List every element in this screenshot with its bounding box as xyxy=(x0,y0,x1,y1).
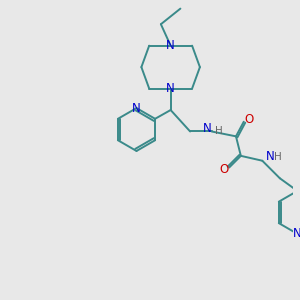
Text: N: N xyxy=(132,102,141,115)
Text: N: N xyxy=(203,122,212,135)
Text: H: H xyxy=(274,152,282,162)
Text: N: N xyxy=(293,227,300,240)
Text: N: N xyxy=(266,150,275,163)
Text: O: O xyxy=(220,163,229,176)
Text: O: O xyxy=(244,113,253,126)
Text: N: N xyxy=(166,39,175,52)
Text: H: H xyxy=(214,127,222,136)
Text: N: N xyxy=(166,82,175,95)
